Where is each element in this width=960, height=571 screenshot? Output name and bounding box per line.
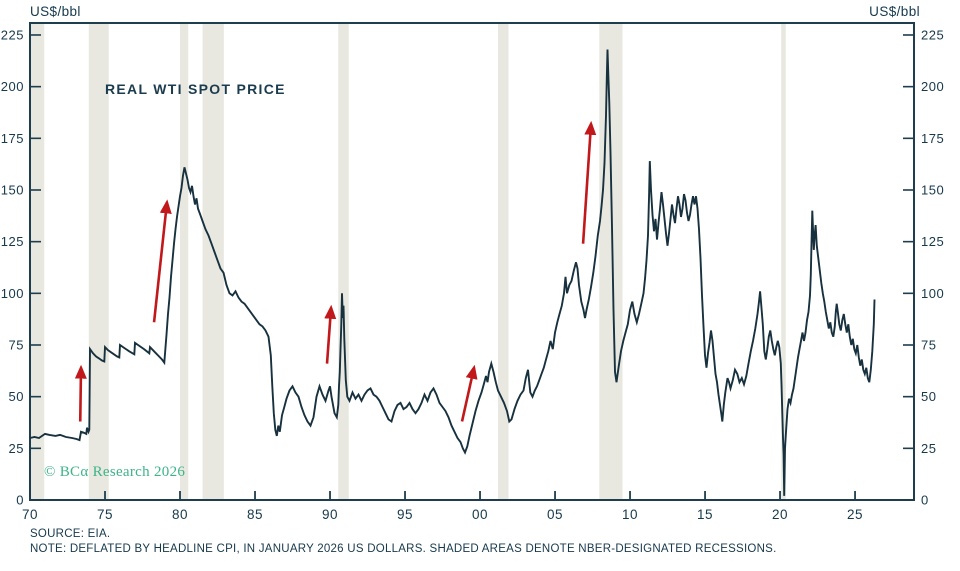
y-axis-tick-label: 25 (9, 441, 24, 456)
source-note: SOURCE: EIA. (30, 528, 111, 540)
x-axis-tick-label: 80 (172, 507, 188, 522)
y-axis-tick-label: 200 (921, 79, 944, 94)
deflation-note: NOTE: DEFLATED BY HEADLINE CPI, IN JANUA… (30, 543, 777, 555)
price-spike-arrow (152, 199, 172, 323)
y-axis-tick-label: 175 (1, 131, 24, 146)
y-axis-tick-label: 75 (921, 337, 936, 352)
y-axis-tick-label: 0 (16, 493, 24, 508)
y-axis-unit-right: US$/bbl (869, 4, 920, 19)
x-axis-tick-label: 10 (622, 507, 638, 522)
price-line (29, 49, 876, 496)
bca-research-watermark: © BCα Research 2026 (44, 464, 186, 480)
recession-band (498, 23, 509, 500)
recession-band (202, 23, 224, 500)
x-axis-tick-label: 15 (697, 507, 713, 522)
recession-band (338, 23, 349, 500)
y-axis-tick-label: 125 (921, 234, 944, 249)
price-spike-arrow (581, 120, 597, 244)
x-axis-tick-label: 25 (847, 507, 863, 522)
chart-title: REAL WTI SPOT PRICE (105, 81, 286, 97)
price-spike-arrow (324, 304, 337, 364)
y-axis-tick-label: 100 (921, 286, 944, 301)
x-axis-tick-label: 00 (472, 507, 488, 522)
recession-band (88, 23, 109, 500)
x-axis-tick-label: 95 (397, 507, 413, 522)
y-axis-tick-label: 50 (9, 389, 24, 404)
y-axis-tick-label: 175 (921, 131, 944, 146)
y-axis-tick-label: 100 (1, 286, 24, 301)
footnote-block: SOURCE: EIA. NOTE: DEFLATED BY HEADLINE … (30, 527, 777, 557)
y-axis-tick-label: 150 (1, 182, 24, 197)
price-spike-arrow (460, 364, 478, 422)
x-axis-tick-label: 90 (322, 507, 338, 522)
y-axis-tick-label: 225 (921, 27, 944, 42)
price-spike-arrow (74, 364, 87, 422)
recession-band (599, 23, 623, 500)
y-axis-unit-left: US$/bbl (30, 4, 81, 19)
recession-band (30, 23, 45, 500)
y-axis-tick-label: 75 (9, 337, 24, 352)
y-axis-tick-label: 150 (921, 182, 944, 197)
chart-frame (29, 22, 915, 501)
x-axis-tick-label: 20 (772, 507, 788, 522)
recession-band (180, 23, 189, 500)
x-axis-tick-label: 75 (97, 507, 113, 522)
x-axis-tick-label: 70 (22, 507, 38, 522)
y-axis-tick-label: 50 (921, 389, 936, 404)
y-axis-tick-label: 0 (921, 493, 929, 508)
x-axis-tick-label: 05 (547, 507, 563, 522)
y-axis-tick-label: 200 (1, 79, 24, 94)
y-axis-tick-label: 225 (1, 27, 24, 42)
y-axis-tick-label: 125 (1, 234, 24, 249)
recession-band (781, 23, 786, 500)
x-axis-tick-label: 85 (247, 507, 263, 522)
y-axis-tick-label: 25 (921, 441, 936, 456)
